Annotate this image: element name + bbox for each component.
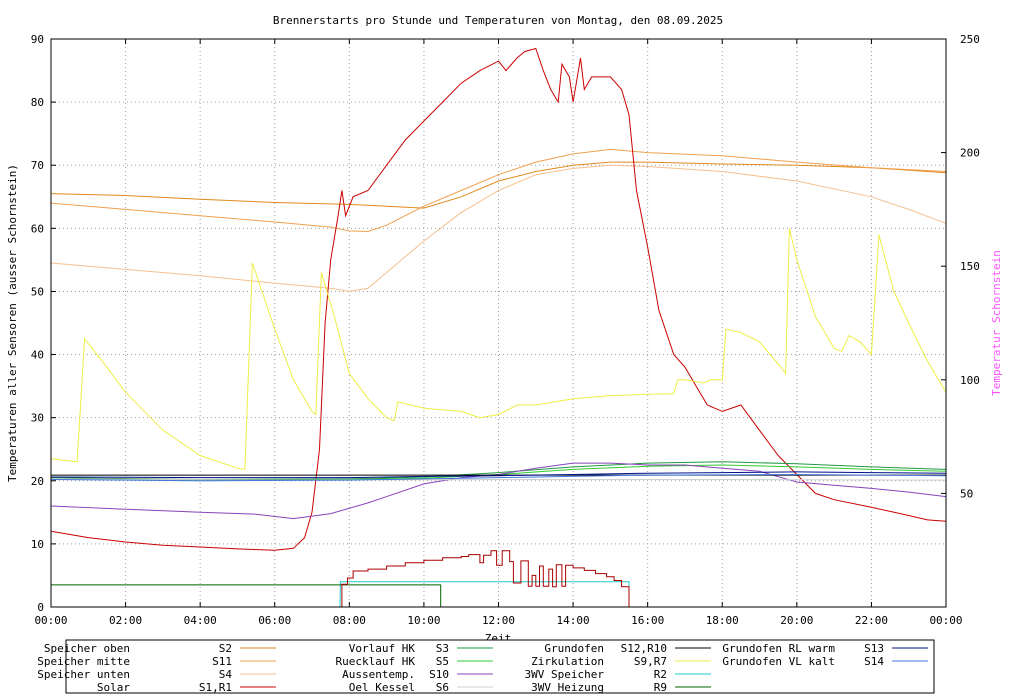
legend-series-code: S12,R10 bbox=[621, 642, 667, 655]
y2-tick-label: 250 bbox=[960, 33, 980, 46]
legend-series-name: Grundofen RL warm bbox=[722, 642, 835, 655]
series-line-6 bbox=[50, 462, 947, 520]
y-tick-label: 40 bbox=[31, 349, 44, 362]
legend-series-code: S13 bbox=[864, 642, 884, 655]
y-tick-label: 70 bbox=[31, 159, 44, 172]
x-tick-label: 20:00 bbox=[780, 614, 813, 627]
y-tick-label: 80 bbox=[31, 96, 44, 109]
y2-tick-label: 150 bbox=[960, 260, 980, 273]
y-axis-ticks: 0 10 20 30 40 50 60 70 80 90 bbox=[31, 33, 56, 614]
legend-series-name: Aussentemp. bbox=[342, 668, 415, 681]
y-axis-label: Temperaturen aller Sensoren (ausser Scho… bbox=[6, 164, 19, 482]
legend-series-name: Zirkulation bbox=[531, 655, 604, 668]
x-tick-label: 12:00 bbox=[482, 614, 515, 627]
legend-series-name: Speicher oben bbox=[44, 642, 130, 655]
burner-starts-line bbox=[341, 550, 630, 607]
legend-series-code: S1,R1 bbox=[199, 681, 232, 694]
y2-tick-label: 100 bbox=[960, 374, 980, 387]
legend-series-code: R2 bbox=[654, 668, 667, 681]
series-layer bbox=[50, 47, 947, 608]
legend-series-name: Speicher unten bbox=[37, 668, 130, 681]
legend-series-name: Speicher mitte bbox=[37, 655, 130, 668]
x-tick-label: 10:00 bbox=[407, 614, 440, 627]
legend-series-name: 3WV Speicher bbox=[525, 668, 605, 681]
x-tick-label: 16:00 bbox=[631, 614, 664, 627]
series-line-13 bbox=[50, 473, 947, 482]
legend-series-code: R9 bbox=[654, 681, 667, 694]
legend-series-code: S2 bbox=[219, 642, 232, 655]
series-line-4 bbox=[50, 461, 947, 481]
y-tick-label: 20 bbox=[31, 475, 44, 488]
legend-series-name: Vorlauf HK bbox=[349, 642, 416, 655]
legend-series-name: Solar bbox=[97, 681, 130, 694]
x-tick-label: 06:00 bbox=[258, 614, 291, 627]
y-tick-label: 0 bbox=[37, 601, 44, 614]
legend-series-name: Grundofen VL kalt bbox=[722, 655, 835, 668]
x-axis-ticks: 00:00 02:00 04:00 06:00 08:00 10:00 12:00 14:00… bbox=[34, 39, 963, 627]
y2-tick-label: 50 bbox=[960, 487, 973, 500]
legend-box bbox=[65, 639, 935, 694]
series-line-2 bbox=[50, 164, 947, 292]
x-tick-label: 02:00 bbox=[109, 614, 142, 627]
y2-tick-label: 200 bbox=[960, 147, 980, 160]
series-line-9 bbox=[50, 228, 947, 470]
x-tick-label: 08:00 bbox=[333, 614, 366, 627]
y-tick-label: 60 bbox=[31, 222, 44, 235]
legend-series-code: S5 bbox=[436, 655, 449, 668]
y-tick-label: 10 bbox=[31, 538, 44, 551]
legend-series-code: S9,R7 bbox=[634, 655, 667, 668]
legend-series-code: S10 bbox=[429, 668, 449, 681]
series-line-1 bbox=[50, 148, 947, 233]
y2-axis-label: Temperatur Schornstein bbox=[990, 250, 1003, 396]
y2-axis-ticks: 50 100 150 200 250 bbox=[941, 33, 980, 500]
legend: Speicher oben S2 Speicher mitte S11 Speicher… bbox=[37, 639, 935, 694]
series-line-3 bbox=[50, 47, 947, 551]
y-tick-label: 90 bbox=[31, 33, 44, 46]
legend-series-name: Ruecklauf HK bbox=[336, 655, 416, 668]
legend-series-code: S14 bbox=[864, 655, 884, 668]
series-line-0 bbox=[50, 161, 947, 209]
legend-series-code: S6 bbox=[436, 681, 449, 694]
legend-series-name: 3WV Heizung bbox=[531, 681, 604, 694]
y-tick-label: 50 bbox=[31, 285, 44, 298]
legend-series-name: Grundofen bbox=[544, 642, 604, 655]
chart-title: Brennerstarts pro Stunde und Temperature… bbox=[273, 14, 723, 27]
grid-lines bbox=[51, 39, 946, 607]
legend-series-code: S3 bbox=[436, 642, 449, 655]
legend-series-code: S4 bbox=[219, 668, 233, 681]
series-line-11 bbox=[51, 584, 442, 607]
series-line-10 bbox=[339, 581, 630, 608]
legend-series-name: Oel Kessel bbox=[349, 681, 415, 694]
legend-series-code: S11 bbox=[212, 655, 232, 668]
x-tick-label: 00:00 bbox=[929, 614, 962, 627]
x-tick-label: 22:00 bbox=[855, 614, 888, 627]
x-tick-label: 00:00 bbox=[34, 614, 67, 627]
x-tick-label: 14:00 bbox=[557, 614, 590, 627]
y-tick-label: 30 bbox=[31, 412, 44, 425]
series-line-12 bbox=[50, 471, 947, 479]
x-tick-label: 18:00 bbox=[706, 614, 739, 627]
series-line-7 bbox=[50, 478, 947, 481]
x-tick-label: 04:00 bbox=[184, 614, 217, 627]
